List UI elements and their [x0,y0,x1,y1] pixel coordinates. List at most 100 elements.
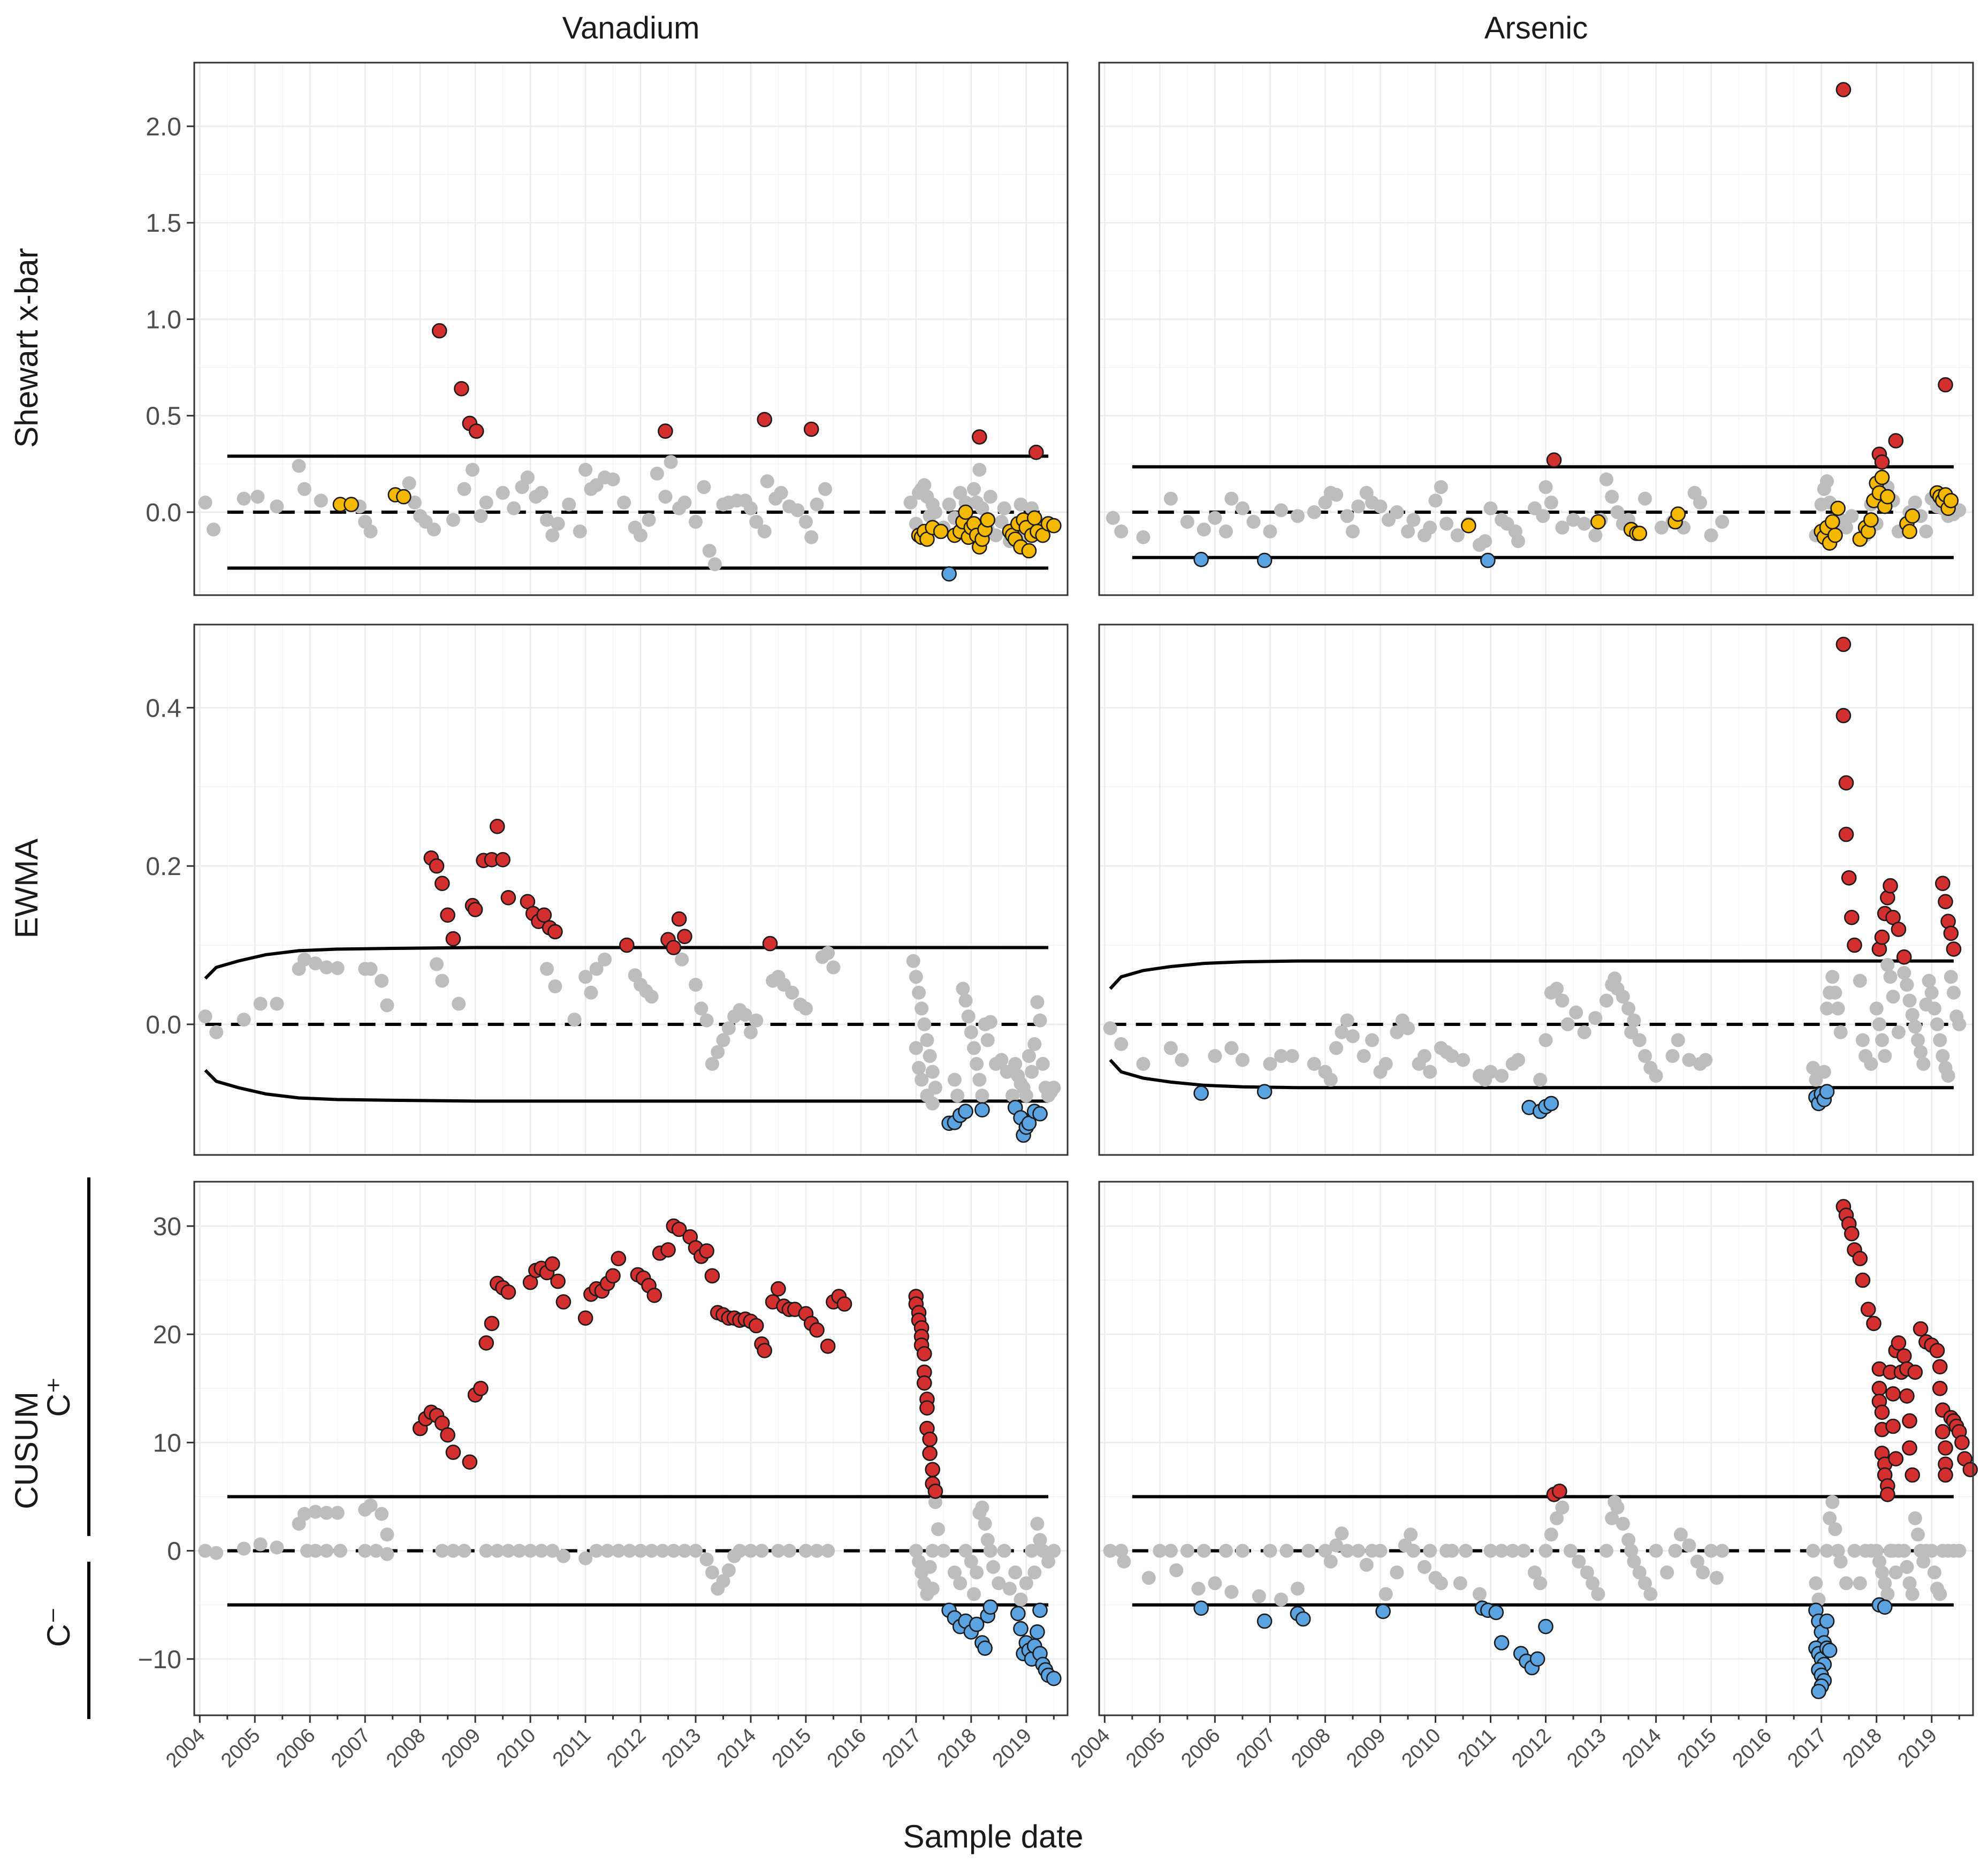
point-in-control [606,472,620,486]
point-above-limit [1932,1381,1948,1396]
point-below-limit [1256,1613,1273,1629]
point-in-control [1030,995,1045,1009]
point-above-limit [462,1454,478,1470]
point-above-limit [704,1268,720,1284]
point-in-control [1922,974,1936,988]
point-in-control [1831,1543,1845,1558]
point-in-control [1329,1041,1343,1055]
point-in-control [1345,1029,1360,1044]
point-in-control [810,1543,824,1558]
point-in-control [1527,1565,1542,1580]
point-in-control [980,1033,995,1047]
point-in-control [1191,1581,1206,1596]
x-tick-label: 2011 [1453,1724,1500,1771]
point-in-control [810,497,824,512]
point-in-control [512,1543,527,1558]
point-in-control [915,1073,929,1087]
point-in-control [1439,516,1454,531]
point-in-control [721,1563,736,1577]
point-in-control [1823,1511,1837,1525]
point-in-control [1263,1543,1277,1558]
point-rule-violation [933,523,949,539]
point-in-control [689,1543,703,1558]
point-in-control [253,1537,268,1552]
point-in-control [1033,1533,1047,1547]
point-above-limit [1838,826,1854,842]
point-rule-violation [958,504,973,520]
point-in-control [658,490,673,504]
point-in-control [1340,1543,1354,1558]
point-in-control [1914,1045,1928,1059]
point-above-limit [1874,454,1890,470]
point-in-control [1698,1053,1713,1067]
x-tick-label: 2012 [603,1724,650,1772]
point-in-control [790,503,805,518]
point-in-control [358,1543,372,1558]
point-in-control [1908,1511,1922,1525]
point-above-limit [836,1296,852,1312]
point-in-control [936,1543,951,1558]
point-in-control [1483,1543,1498,1558]
point-in-control [749,515,764,529]
point-in-control [1235,1053,1250,1067]
point-in-control [923,1560,937,1574]
point-in-control [1197,1543,1211,1558]
point-above-limit [1929,1343,1945,1358]
point-in-control [474,509,488,523]
point-in-control [1114,1543,1129,1558]
point-above-limit [1938,894,1953,909]
x-tick-label: 2008 [382,1724,430,1772]
point-in-control [798,1543,813,1558]
point-in-control [1638,491,1652,506]
point-in-control [1616,1517,1630,1531]
point-in-control [972,1073,987,1087]
point-above-limit [646,1288,662,1303]
point-in-control [666,1543,681,1558]
point-in-control [1301,1543,1316,1558]
point-in-control [1869,1543,1884,1558]
point-in-control [1365,1033,1379,1047]
point-above-limit [1855,1272,1871,1288]
point-in-control [634,1543,648,1558]
point-in-control [250,490,265,504]
point-rule-violation [1590,514,1606,530]
point-in-control [1905,1008,1920,1022]
point-above-limit [1896,1348,1912,1364]
point-in-control [209,1025,224,1039]
point-in-control [1117,1554,1131,1569]
point-rule-violation [1046,518,1062,534]
point-in-control [380,1547,394,1561]
point-in-control [818,482,832,496]
point-in-control [1290,509,1305,523]
point-in-control [958,993,973,1008]
point-in-control [1483,1064,1498,1079]
y-title-shewart: Shewart x-bar [9,248,44,447]
point-in-control [1307,505,1321,519]
point-in-control [1878,1049,1892,1063]
point-below-limit [1032,1106,1048,1122]
point-in-control [1591,1587,1605,1601]
point-in-control [925,1581,940,1596]
point-in-control [689,978,703,992]
point-in-control [821,1543,835,1558]
point-in-control [983,490,997,504]
upper-control-limit [1109,959,1954,990]
point-in-control [1560,1017,1575,1031]
x-tick-label: 2008 [1287,1724,1335,1772]
point-in-control [1351,499,1366,514]
point-in-control [520,470,535,485]
point-in-control [1533,1073,1548,1087]
point-in-control [198,1543,212,1558]
point-in-control [644,990,659,1004]
point-in-control [319,1543,334,1558]
point-in-control [917,1017,932,1031]
point-below-limit [941,566,957,582]
point-in-control [702,544,717,558]
point-in-control [953,1576,968,1591]
point-above-limit [1844,910,1860,925]
point-in-control [578,1551,593,1565]
point-in-control [1927,1001,1941,1016]
point-in-control [1627,1554,1641,1569]
y-sublabel-cplus: C⁺ [41,1377,77,1417]
point-above-limit [545,1256,560,1272]
